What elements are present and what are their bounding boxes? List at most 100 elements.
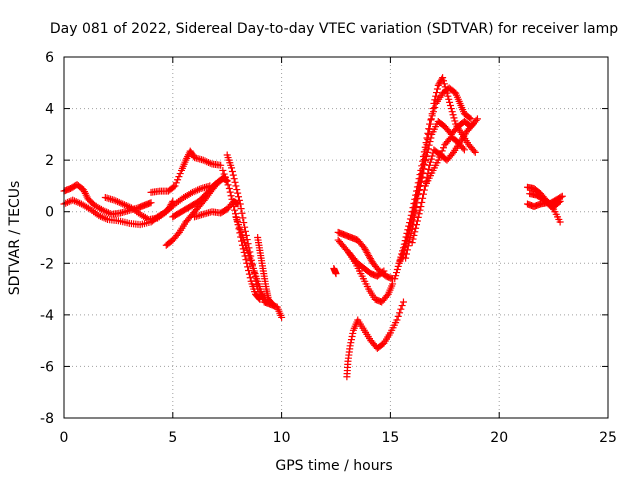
data-point [246,274,254,282]
data-point [347,339,355,347]
data-point [394,262,402,270]
data-point [346,342,354,350]
data-point [469,120,477,128]
series-track-7 [191,197,242,221]
data-point [407,211,415,219]
data-point [238,209,246,217]
data-point [392,272,400,280]
data-point [444,92,452,100]
data-point [233,186,241,194]
data-point [399,298,407,306]
data-point [419,190,427,198]
data-point [404,242,412,250]
data-point [398,302,406,310]
data-point [268,300,276,308]
data-point [240,219,248,227]
data-point [391,275,399,283]
data-point [239,214,247,222]
data-point [412,224,420,232]
data-point [405,238,413,246]
data-point [466,114,474,122]
data-point [470,147,478,155]
data-point [447,105,455,113]
data-point [419,194,427,202]
data-point [408,239,416,247]
data-point [425,141,433,149]
x-tick-label: 20 [490,430,508,446]
data-point [411,228,419,236]
data-point [223,177,231,185]
data-point [448,150,456,158]
data-point [427,116,435,124]
data-point [432,92,440,100]
data-point [235,196,243,204]
data-point [472,116,480,124]
y-axis-label: SDTVAR / TECUs [7,181,23,296]
data-point [396,309,404,317]
data-point [436,153,444,161]
data-point [411,195,419,203]
series-track-4 [147,147,225,196]
x-axis-label: GPS time / hours [275,458,392,474]
data-point [234,189,242,197]
data-point [229,199,237,207]
data-point [221,174,229,182]
x-tick-label: 15 [381,430,399,446]
data-point [230,175,238,183]
data-point [332,270,340,278]
data-point [426,120,434,128]
data-point [427,134,435,142]
data-point [230,203,238,211]
data-point [228,164,236,172]
data-point [400,240,408,248]
series-track-10 [232,213,270,306]
data-point [418,198,426,206]
data-point [170,183,178,191]
y-tick-label: 2 [45,153,54,169]
data-point [471,148,479,156]
data-point [440,80,448,88]
chart-title: Day 081 of 2022, Sidereal Day-to-day VTE… [50,21,618,37]
data-point [411,208,419,216]
data-point [174,230,182,238]
data-point [383,292,391,300]
data-point [220,170,228,178]
series-track-24 [526,190,566,208]
data-point [420,186,428,194]
data-point [171,182,179,190]
data-point [431,104,439,112]
data-point [397,253,405,261]
x-tick-label: 5 [168,430,177,446]
data-point [417,203,425,211]
data-point [416,206,424,214]
data-point [226,188,234,196]
plot-marks [60,74,566,381]
plot-border [63,56,609,419]
data-point [237,205,245,213]
data-point [405,222,413,230]
data-point [228,195,236,203]
series-track-21 [421,133,468,190]
data-point [433,89,441,97]
data-point [439,77,447,85]
data-point [413,221,421,229]
data-point [231,178,239,186]
data-point [379,268,387,276]
data-point [558,192,566,200]
data-point [438,147,446,155]
data-point [412,204,420,212]
data-point [410,231,418,239]
data-point [242,256,250,264]
data-point [395,259,403,267]
data-point [422,157,430,165]
data-point [399,244,407,252]
data-point [449,111,457,119]
data-point [403,246,411,254]
series-track-19 [402,115,481,262]
data-point [239,245,247,253]
data-point [415,210,423,218]
data-point [424,145,432,153]
data-point [235,193,243,201]
data-point [406,234,414,241]
data-point [393,316,401,324]
